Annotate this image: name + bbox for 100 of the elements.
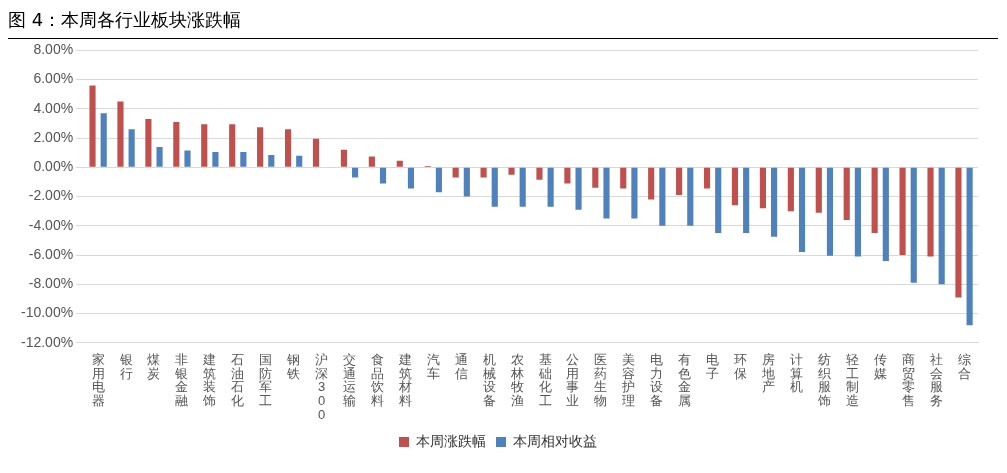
x-tick-label: 非银金融 <box>174 352 189 409</box>
bar <box>340 149 347 167</box>
bar <box>899 167 906 256</box>
bar <box>731 167 739 206</box>
x-tick-label: 医药生物 <box>594 352 608 409</box>
bar <box>620 167 627 189</box>
bar <box>927 167 934 257</box>
y-tick-label: 8.00% <box>33 41 74 58</box>
x-tick-label: 基础化工 <box>537 352 552 409</box>
bar <box>296 155 303 167</box>
bar <box>966 167 973 326</box>
x-tick-label: 计算机 <box>789 352 803 395</box>
bar <box>547 167 554 207</box>
x-tick-label: 沪深300 <box>315 352 329 422</box>
bar <box>787 167 794 212</box>
bar <box>368 156 375 167</box>
bar <box>843 167 850 220</box>
bar <box>407 167 415 189</box>
y-tick-label: 2.00% <box>33 128 74 145</box>
y-tick-label: -6.00% <box>28 245 74 262</box>
bar <box>480 167 487 178</box>
x-tick-label: 农林牧渔 <box>509 352 524 409</box>
x-tick-label: 机械设备 <box>482 352 496 409</box>
bar <box>564 167 571 184</box>
bar <box>145 119 152 167</box>
x-tick-label: 纺织服饰 <box>816 352 831 409</box>
x-tick-label: 电力设备 <box>650 352 664 409</box>
bar <box>826 167 834 256</box>
bar <box>117 101 124 167</box>
bar <box>435 167 442 193</box>
x-tick-label: 房地产 <box>761 352 775 395</box>
x-tick-label: 国防军工 <box>259 352 273 409</box>
bar <box>257 127 264 167</box>
bar <box>89 85 96 167</box>
bar <box>871 167 878 234</box>
x-tick-label: 汽车 <box>426 352 440 381</box>
x-tick-label: 煤炭 <box>147 352 161 381</box>
x-tick-label: 石油石化 <box>231 352 245 409</box>
bar <box>910 167 917 283</box>
x-tick-label: 银行 <box>118 352 133 381</box>
x-tick-label: 钢铁 <box>286 352 301 381</box>
x-tick-label: 建筑材料 <box>397 352 412 409</box>
y-tick-label: -2.00% <box>28 187 74 204</box>
bar <box>882 167 889 261</box>
legend-label: 本周涨跌幅 <box>416 432 486 449</box>
y-tick-label: -10.00% <box>20 304 74 321</box>
bar <box>268 154 275 167</box>
bar <box>184 150 191 167</box>
x-tick-label: 社会服务 <box>929 352 943 409</box>
y-tick-label: 0.00% <box>33 158 74 175</box>
chart-title: 图 4：本周各行业板块涨跌幅 <box>8 8 998 39</box>
y-tick-label: -4.00% <box>28 216 74 233</box>
bar <box>938 167 945 285</box>
bar <box>156 146 163 167</box>
bar <box>229 124 236 167</box>
bar <box>212 151 219 167</box>
x-tick-label: 环保 <box>734 352 748 381</box>
bar <box>519 167 526 207</box>
y-tick-label: 6.00% <box>33 70 74 87</box>
bar <box>100 113 107 167</box>
bar <box>575 167 582 210</box>
bar <box>631 167 638 219</box>
bar <box>352 167 359 178</box>
bar <box>854 167 861 257</box>
bar <box>379 167 387 184</box>
bar <box>687 167 694 226</box>
bar <box>592 167 599 188</box>
bar <box>463 167 470 197</box>
x-tick-label: 食品饮料 <box>369 352 384 409</box>
bar <box>201 124 208 167</box>
legend-label: 本周相对收益 <box>513 432 597 449</box>
x-tick-label: 电子 <box>706 352 720 381</box>
bar <box>648 167 655 200</box>
bar <box>128 129 135 167</box>
bar <box>771 167 778 237</box>
bar <box>759 167 766 209</box>
x-tick-label: 轻工制造 <box>845 352 859 409</box>
x-tick-label: 交通运输 <box>343 352 357 409</box>
x-tick-label: 美容护理 <box>621 352 636 409</box>
bar <box>173 122 180 167</box>
bar <box>815 167 822 213</box>
x-tick-label: 综合 <box>957 352 971 381</box>
y-tick-label: -12.00% <box>20 333 74 350</box>
bar <box>703 167 711 189</box>
x-tick-label: 公用事业 <box>566 352 580 409</box>
x-tick-label: 有色金属 <box>678 352 692 409</box>
bar <box>284 129 292 167</box>
y-tick-label: 4.00% <box>33 99 74 116</box>
x-tick-label: 传媒 <box>873 352 887 381</box>
bar <box>508 167 515 175</box>
bar <box>955 167 962 298</box>
bar <box>603 167 610 219</box>
bar <box>396 160 403 167</box>
y-tick-label: -8.00% <box>28 275 74 292</box>
bar <box>240 151 247 167</box>
bar <box>491 167 498 207</box>
bar <box>743 167 750 234</box>
bar <box>798 167 806 253</box>
bar <box>715 167 722 234</box>
bar <box>536 167 543 180</box>
